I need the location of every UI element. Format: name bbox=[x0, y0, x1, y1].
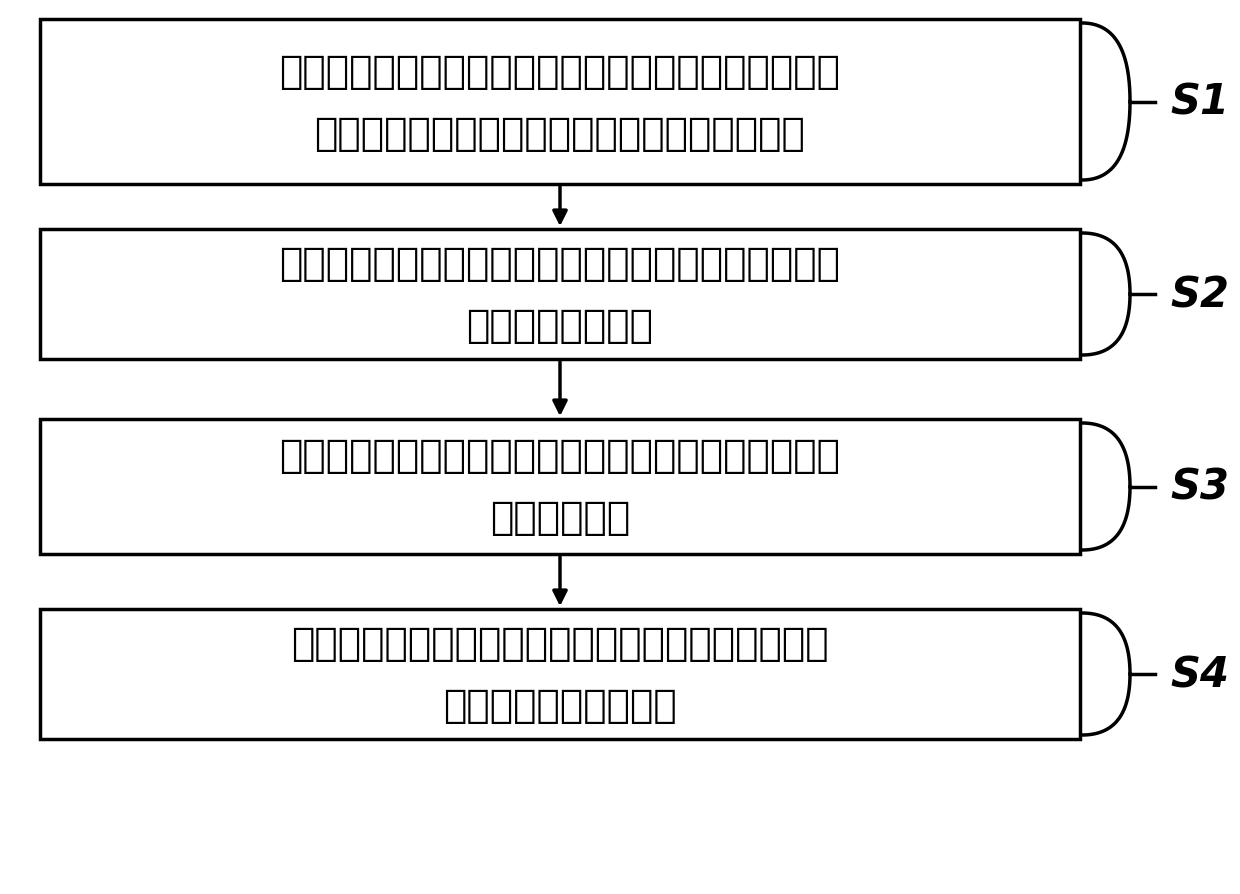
Text: S4: S4 bbox=[1171, 654, 1229, 696]
Text: 获取交互操作信息，根据所述交互操作信息以及所述体
数据生成切面图像: 获取交互操作信息，根据所述交互操作信息以及所述体 数据生成切面图像 bbox=[279, 245, 841, 344]
Bar bbox=[40, 610, 1080, 739]
Bar bbox=[40, 419, 1080, 554]
Text: 将所述切面图像的坐标转换为纹理坐标，得到纹理坐标
下的切面图像: 将所述切面图像的坐标转换为纹理坐标，得到纹理坐标 下的切面图像 bbox=[279, 437, 841, 537]
Text: S2: S2 bbox=[1171, 274, 1229, 316]
Text: S3: S3 bbox=[1171, 466, 1229, 508]
Text: 获取三维扫查的原始体数据，对所述原始提数据进行预
处理，并进行体数据重建，得到重建后的体数据: 获取三维扫查的原始体数据，对所述原始提数据进行预 处理，并进行体数据重建，得到重… bbox=[279, 53, 841, 152]
Text: 根据所述纹理坐标将所述切面图像绘制到三维立体图
中，得到立体解剖图像: 根据所述纹理坐标将所述切面图像绘制到三维立体图 中，得到立体解剖图像 bbox=[291, 624, 828, 724]
Bar bbox=[40, 230, 1080, 359]
Bar bbox=[40, 20, 1080, 185]
Text: S1: S1 bbox=[1171, 81, 1229, 123]
